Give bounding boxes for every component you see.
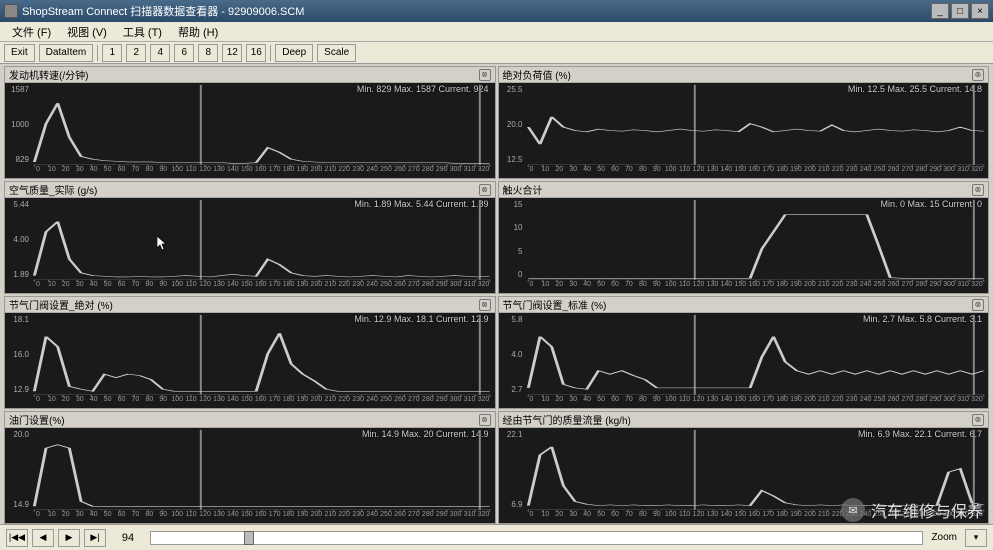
deep-label: Deep xyxy=(282,47,306,58)
plot-area[interactable]: Min. 2.7 Max. 5.8 Current. 3.15.84.02.70… xyxy=(499,313,989,408)
panel-close-button[interactable]: ⊗ xyxy=(972,69,984,81)
plot-area[interactable]: Min. 0 Max. 15 Current. 0151050010203040… xyxy=(499,198,989,293)
rewind-start-button[interactable]: |◀◀ xyxy=(6,529,28,547)
toolbar: Exit DataItem 1 2 4 6 8 12 16 Deep Scale xyxy=(0,42,993,64)
panel-header: 经由节气门的质量流量 (kg/h)⊗ xyxy=(499,412,989,428)
window-title: ShopStream Connect 扫描器数据查看器 - 92909006.S… xyxy=(22,3,931,19)
menubar: 文件 (F) 视图 (V) 工具 (T) 帮助 (H) xyxy=(0,22,993,42)
toolbar-separator xyxy=(97,45,98,61)
forward-end-button[interactable]: ▶| xyxy=(84,529,106,547)
chart-panel-2: 空气质量_实际 (g/s)⊗Min. 1.89 Max. 5.44 Curren… xyxy=(4,181,496,294)
panel-close-button[interactable]: ⊗ xyxy=(479,184,491,196)
panel-close-button[interactable]: ⊗ xyxy=(479,414,491,426)
rewind-button[interactable]: ◀ xyxy=(32,529,54,547)
chart-workspace: 发动机转速(/分钟)⊗Min. 829 Max. 1587 Current. 9… xyxy=(0,64,993,524)
layout-12-button[interactable]: 12 xyxy=(222,44,242,62)
zoom-dropdown[interactable]: ▾ xyxy=(965,529,987,547)
plot-area[interactable]: Min. 1.89 Max. 5.44 Current. 1.895.444.0… xyxy=(5,198,495,293)
panel-close-button[interactable]: ⊗ xyxy=(972,299,984,311)
app-icon xyxy=(4,4,18,18)
deep-button[interactable]: Deep xyxy=(275,44,313,62)
chart-panel-3: 触火合计⊗Min. 0 Max. 15 Current. 01510500102… xyxy=(498,181,990,294)
window-titlebar: ShopStream Connect 扫描器数据查看器 - 92909006.S… xyxy=(0,0,993,22)
chart-panel-6: 油门设置(%)⊗Min. 14.9 Max. 20 Current. 14.92… xyxy=(4,411,496,524)
panel-title: 节气门阀设置_标准 (%) xyxy=(503,297,973,312)
playback-bar: |◀◀ ◀ ▶ ▶| 94 Zoom ▾ xyxy=(0,524,993,550)
panel-header: 发动机转速(/分钟)⊗ xyxy=(5,67,495,83)
plot-area[interactable]: Min. 12.5 Max. 25.5 Current. 14.825.520.… xyxy=(499,83,989,178)
x-axis-labels: 0102030405060708090100110120130140150160… xyxy=(525,166,985,178)
dataitem-button[interactable]: DataItem xyxy=(39,44,94,62)
layout-1-button[interactable]: 1 xyxy=(102,44,122,62)
chart-panel-1: 绝对负荷值 (%)⊗Min. 12.5 Max. 25.5 Current. 1… xyxy=(498,66,990,179)
layout-2-button[interactable]: 2 xyxy=(126,44,146,62)
panel-close-button[interactable]: ⊗ xyxy=(479,69,491,81)
plot-area[interactable]: Min. 12.9 Max. 18.1 Current. 12.918.116.… xyxy=(5,313,495,408)
playback-position: 94 xyxy=(110,532,146,544)
x-axis-labels: 0102030405060708090100110120130140150160… xyxy=(31,281,491,293)
exit-label: Exit xyxy=(11,47,28,58)
minimize-button[interactable]: _ xyxy=(931,3,949,19)
panel-header: 绝对负荷值 (%)⊗ xyxy=(499,67,989,83)
x-axis-labels: 0102030405060708090100110120130140150160… xyxy=(31,511,491,523)
panel-title: 触火合计 xyxy=(503,182,973,197)
panel-header: 节气门阀设置_标准 (%)⊗ xyxy=(499,297,989,313)
x-axis-labels: 0102030405060708090100110120130140150160… xyxy=(31,166,491,178)
panel-title: 空气质量_实际 (g/s) xyxy=(9,182,479,197)
maximize-button[interactable]: □ xyxy=(951,3,969,19)
chart-panel-4: 节气门阀设置_绝对 (%)⊗Min. 12.9 Max. 18.1 Curren… xyxy=(4,296,496,409)
layout-6-button[interactable]: 6 xyxy=(174,44,194,62)
menu-view[interactable]: 视图 (V) xyxy=(59,22,115,42)
plot-area[interactable]: Min. 14.9 Max. 20 Current. 14.920.014.90… xyxy=(5,428,495,523)
panel-close-button[interactable]: ⊗ xyxy=(972,414,984,426)
x-axis-labels: 0102030405060708090100110120130140150160… xyxy=(31,396,491,408)
toolbar-separator xyxy=(270,45,271,61)
chart-panel-5: 节气门阀设置_标准 (%)⊗Min. 2.7 Max. 5.8 Current.… xyxy=(498,296,990,409)
x-axis-labels: 0102030405060708090100110120130140150160… xyxy=(525,511,985,523)
chart-panel-0: 发动机转速(/分钟)⊗Min. 829 Max. 1587 Current. 9… xyxy=(4,66,496,179)
plot-area[interactable]: Min. 6.9 Max. 22.1 Current. 6.722.16.901… xyxy=(499,428,989,523)
panel-header: 触火合计⊗ xyxy=(499,182,989,198)
scrub-thumb[interactable] xyxy=(244,531,254,545)
panel-title: 油门设置(%) xyxy=(9,412,479,427)
exit-button[interactable]: Exit xyxy=(4,44,35,62)
window-buttons: _ □ × xyxy=(931,3,989,19)
plot-area[interactable]: Min. 829 Max. 1587 Current. 924158710008… xyxy=(5,83,495,178)
panel-header: 空气质量_实际 (g/s)⊗ xyxy=(5,182,495,198)
panel-close-button[interactable]: ⊗ xyxy=(479,299,491,311)
panel-title: 经由节气门的质量流量 (kg/h) xyxy=(503,412,973,427)
panel-title: 节气门阀设置_绝对 (%) xyxy=(9,297,479,312)
x-axis-labels: 0102030405060708090100110120130140150160… xyxy=(525,396,985,408)
dataitem-label: DataItem xyxy=(46,47,87,58)
layout-8-button[interactable]: 8 xyxy=(198,44,218,62)
layout-16-button[interactable]: 16 xyxy=(246,44,266,62)
close-button[interactable]: × xyxy=(971,3,989,19)
menu-help[interactable]: 帮助 (H) xyxy=(170,22,226,42)
panel-header: 节气门阀设置_绝对 (%)⊗ xyxy=(5,297,495,313)
x-axis-labels: 0102030405060708090100110120130140150160… xyxy=(525,281,985,293)
panel-header: 油门设置(%)⊗ xyxy=(5,412,495,428)
scale-label: Scale xyxy=(324,47,349,58)
play-button[interactable]: ▶ xyxy=(58,529,80,547)
chart-panel-7: 经由节气门的质量流量 (kg/h)⊗Min. 6.9 Max. 22.1 Cur… xyxy=(498,411,990,524)
scale-button[interactable]: Scale xyxy=(317,44,356,62)
menu-tools[interactable]: 工具 (T) xyxy=(115,22,170,42)
panel-title: 发动机转速(/分钟) xyxy=(9,67,479,82)
scrub-track[interactable] xyxy=(150,531,923,545)
panel-close-button[interactable]: ⊗ xyxy=(972,184,984,196)
panel-title: 绝对负荷值 (%) xyxy=(503,67,973,82)
menu-file[interactable]: 文件 (F) xyxy=(4,22,59,42)
layout-4-button[interactable]: 4 xyxy=(150,44,170,62)
zoom-label: Zoom xyxy=(927,532,961,543)
